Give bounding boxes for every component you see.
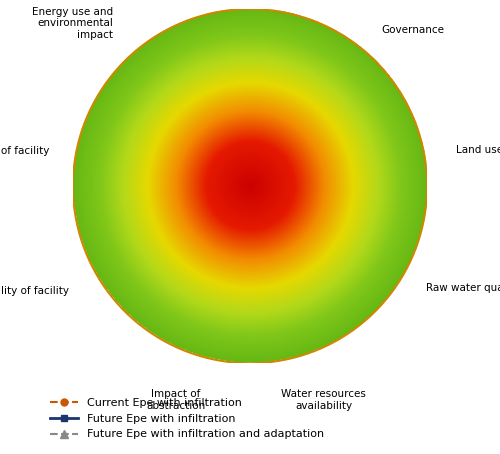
Text: Resilience of facility: Resilience of facility xyxy=(0,146,50,156)
Future Epe with infiltration and adaptation xyxy=(372,161,378,167)
Future Epe with infiltration xyxy=(247,81,253,86)
Text: Raw water quality: Raw water quality xyxy=(426,283,500,293)
Text: Land use: Land use xyxy=(456,145,500,155)
Current Epe with infiltration xyxy=(247,68,253,74)
Text: Energy use and
environmental
impact: Energy use and environmental impact xyxy=(32,7,114,40)
Line: Future Epe with infiltration and adaptation: Future Epe with infiltration and adaptat… xyxy=(132,49,380,298)
Text: Impact of
abstraction: Impact of abstraction xyxy=(146,389,206,411)
Future Epe with infiltration xyxy=(186,173,192,178)
Future Epe with infiltration and adaptation xyxy=(354,245,360,251)
Future Epe with infiltration and adaptation xyxy=(344,68,349,74)
Current Epe with infiltration xyxy=(282,280,288,286)
Future Epe with infiltration xyxy=(247,81,253,86)
Future Epe with infiltration xyxy=(196,123,202,128)
Future Epe with infiltration xyxy=(271,250,277,256)
Future Epe with infiltration and adaptation xyxy=(162,232,168,237)
Current Epe with infiltration xyxy=(352,244,358,249)
Current Epe with infiltration xyxy=(247,68,253,74)
Future Epe with infiltration and adaptation xyxy=(134,163,140,169)
Future Epe with infiltration and adaptation xyxy=(162,82,168,87)
Current Epe with infiltration xyxy=(168,229,173,235)
Future Epe with infiltration xyxy=(224,247,230,252)
Future Epe with infiltration xyxy=(321,95,327,101)
Future Epe with infiltration and adaptation xyxy=(247,50,253,56)
Legend: Current Epe with infiltration, Future Epe with infiltration, Future Epe with inf: Current Epe with infiltration, Future Ep… xyxy=(46,394,328,444)
Current Epe with infiltration xyxy=(360,163,366,169)
Current Epe with infiltration xyxy=(164,168,170,174)
Current Epe with infiltration xyxy=(216,270,222,276)
Future Epe with infiltration xyxy=(320,226,326,232)
Future Epe with infiltration and adaptation xyxy=(210,283,216,289)
Current Epe with infiltration xyxy=(344,68,349,74)
Line: Current Epe with infiltration: Current Epe with infiltration xyxy=(163,67,367,286)
Text: Reliability of facility: Reliability of facility xyxy=(0,286,69,296)
Future Epe with infiltration xyxy=(194,214,200,220)
Text: Water resources
availability: Water resources availability xyxy=(282,389,366,411)
Future Epe with infiltration xyxy=(338,168,344,173)
Future Epe with infiltration and adaptation xyxy=(247,50,253,56)
Current Epe with infiltration xyxy=(173,95,179,101)
Text: Governance: Governance xyxy=(381,25,444,35)
Line: Future Epe with infiltration: Future Epe with infiltration xyxy=(186,80,344,256)
Future Epe with infiltration and adaptation xyxy=(286,291,292,297)
